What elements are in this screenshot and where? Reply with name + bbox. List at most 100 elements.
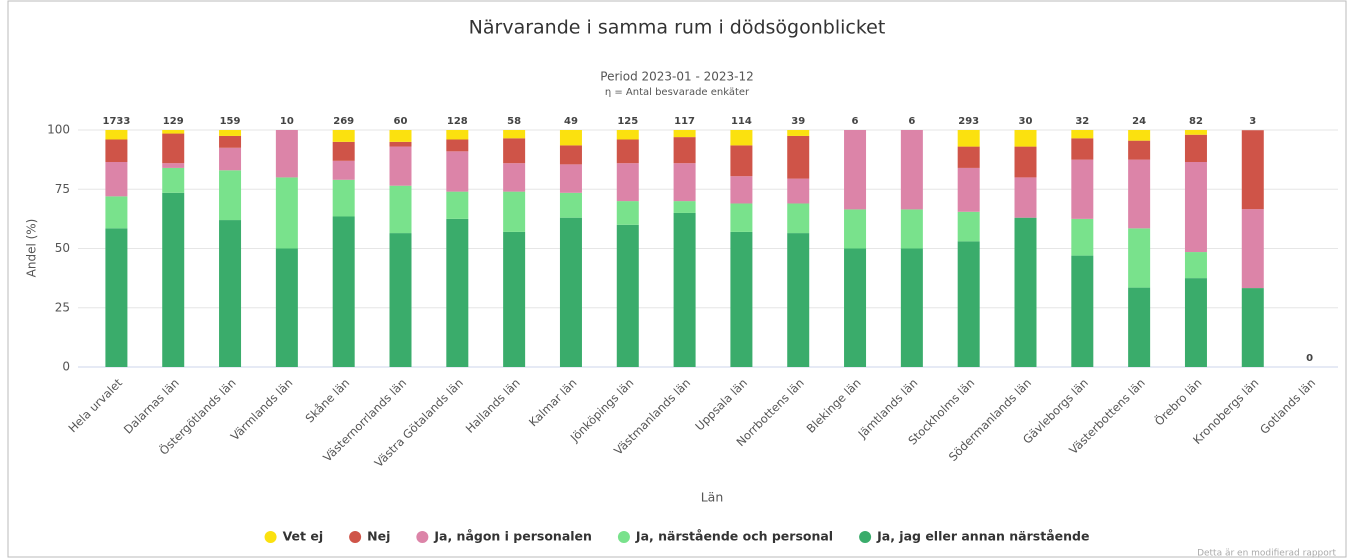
legend-label: Ja, jag eller annan närstående (876, 529, 1089, 544)
bar-segment (332, 179, 355, 217)
bar-segment (1128, 228, 1151, 288)
count-label: 58 (507, 116, 521, 127)
bar-segment (1184, 134, 1207, 162)
bar-segment (1184, 278, 1207, 367)
bar-segment (787, 130, 810, 136)
bar-segment (900, 248, 923, 367)
bar-segment (1184, 252, 1207, 279)
count-label: 24 (1132, 116, 1146, 127)
count-label: 49 (564, 116, 578, 127)
bar-segment (730, 203, 753, 232)
bar-segment (105, 228, 128, 367)
bar-segment (503, 130, 526, 139)
bar-segment (1071, 130, 1094, 139)
bar-segment (332, 160, 355, 180)
count-label: 39 (791, 116, 805, 127)
count-label: 293 (958, 116, 979, 127)
bar-segment (389, 185, 412, 234)
y-tick-label: 0 (62, 360, 70, 374)
bar-segment (446, 139, 469, 152)
bar-segment (1014, 217, 1037, 367)
bar-segment (1184, 161, 1207, 253)
y-tick-label: 75 (55, 182, 70, 196)
bar-segment (219, 147, 242, 171)
legend-label: Ja, någon i personalen (433, 529, 592, 544)
bar-segment (1128, 130, 1151, 141)
bar-segment (844, 130, 867, 210)
bar-segment (162, 130, 185, 134)
count-label: 3 (1249, 116, 1256, 127)
bar-segment (730, 145, 753, 177)
legend-label: Ja, närstående och personal (635, 529, 833, 544)
bar-segment (559, 164, 582, 193)
bar-segment (1241, 288, 1264, 367)
count-label: 6 (908, 116, 915, 127)
bar-segment (787, 233, 810, 367)
count-label: 125 (617, 116, 638, 127)
bar-segment (787, 135, 810, 179)
count-label: 60 (394, 116, 408, 127)
bar-segment (389, 146, 412, 186)
bar-segment (844, 209, 867, 249)
y-axis-label: Andel (%) (25, 219, 39, 278)
footnote: Detta är en modifierad rapport (1197, 549, 1336, 559)
bar-segment (446, 191, 469, 219)
bar-segment (503, 191, 526, 232)
bar-segment (1014, 130, 1037, 147)
bar-segment (787, 203, 810, 234)
bar-segment (616, 224, 639, 367)
bar-segment (219, 135, 242, 148)
count-label: 117 (674, 116, 695, 127)
bar-segment (1071, 255, 1094, 367)
bar-segment (389, 233, 412, 367)
bar-segment (787, 178, 810, 204)
bar-segment (616, 130, 639, 140)
bar-segment (105, 161, 128, 197)
bar-segment (219, 170, 242, 221)
bar-segment (957, 211, 980, 242)
subtitle: Period 2023-01 - 2023-12 (600, 70, 753, 84)
bar-segment (446, 218, 469, 367)
bar-segment (673, 201, 696, 213)
count-label: 0 (1306, 353, 1313, 364)
bar-segment (559, 130, 582, 146)
x-axis-label: Län (701, 490, 724, 505)
bar-segment (162, 167, 185, 193)
bar-segment (389, 130, 412, 142)
bar-segment (105, 130, 128, 140)
legend-label: Vet ej (283, 529, 324, 544)
count-label: 269 (333, 116, 354, 127)
bar-segment (162, 192, 185, 367)
bar-segment (900, 209, 923, 249)
bar-segment (332, 216, 355, 367)
count-label: 1733 (102, 116, 130, 127)
bar-segment (162, 133, 185, 164)
count-label: 159 (220, 116, 241, 127)
bar-segment (332, 130, 355, 142)
bar-segment (900, 130, 923, 210)
bar-segment (105, 196, 128, 229)
bar-segment (1128, 287, 1151, 367)
count-label: 128 (447, 116, 468, 127)
y-tick-label: 25 (55, 300, 70, 314)
legend-marker (264, 531, 277, 543)
bar-segment (1128, 159, 1151, 229)
count-label: 30 (1019, 116, 1033, 127)
bar-segment (957, 146, 980, 168)
bar-segment (219, 130, 242, 136)
legend-marker (617, 531, 630, 543)
count-label: 32 (1075, 116, 1089, 127)
bar-segment (1071, 218, 1094, 256)
count-label: 129 (163, 116, 184, 127)
subtitle: η = Antal besvarade enkäter (605, 87, 750, 98)
count-label: 10 (280, 116, 294, 127)
bar-segment (1014, 146, 1037, 178)
bar-segment (1014, 177, 1037, 218)
bar-segment (275, 130, 298, 178)
legend-label: Nej (367, 529, 390, 544)
bar-segment (616, 201, 639, 225)
y-tick-label: 100 (47, 123, 70, 137)
bar-segment (1241, 209, 1264, 289)
bar-segment (446, 130, 469, 140)
